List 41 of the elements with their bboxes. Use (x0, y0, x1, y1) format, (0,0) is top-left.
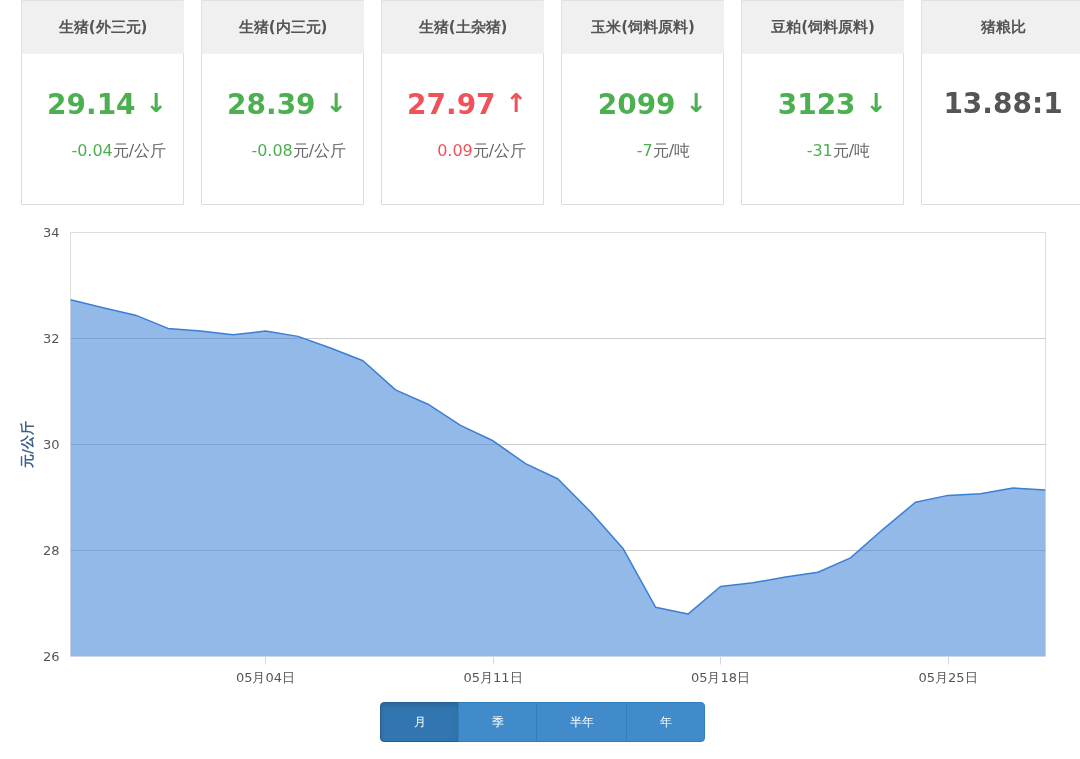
text: 2099 (597, 87, 676, 121)
y-tick-label: 28 (42, 543, 60, 558)
text: 元/吨 (652, 140, 691, 160)
y-tick-label: 26 (42, 649, 60, 664)
text: ↓ (325, 88, 348, 118)
text: -0.08 (251, 141, 293, 161)
y-tick-label: 32 (42, 331, 60, 346)
text: 生猪(外三元) (57, 18, 148, 37)
x-tick-label: 05月18日 (690, 669, 751, 685)
text: ↓ (145, 88, 168, 118)
text: 猪粮比 (979, 18, 1026, 37)
text: 3123 (777, 87, 856, 121)
text: 季 (458, 702, 537, 742)
text: ↓ (685, 88, 708, 118)
text: 元/吨 (832, 140, 871, 160)
text: 月 (380, 702, 459, 742)
text: 13.88:1 (943, 86, 1063, 120)
text: 生猪(土杂猪) (417, 18, 508, 37)
text: ↑ (505, 88, 528, 118)
x-tick-label: 05月04日 (235, 669, 296, 685)
text: 29.14 (47, 87, 136, 121)
text: -31 (806, 141, 833, 161)
text: 年 (626, 702, 705, 742)
text: 0.09 (437, 141, 473, 161)
text: 元/公斤 (292, 140, 347, 160)
text: -7 (636, 141, 653, 161)
text: 玉米(饲料原料) (590, 18, 695, 37)
text: 27.97 (407, 87, 496, 121)
x-tick-label: 05月11日 (463, 669, 523, 685)
text: 28.39 (227, 87, 316, 121)
y-tick-label: 34 (42, 225, 60, 240)
y-axis-title: 元/公斤 (18, 420, 35, 470)
text: 豆粕(饲料原料) (770, 18, 875, 37)
x-tick-label: 05月25日 (918, 669, 978, 685)
text: 生猪(内三元) (237, 18, 328, 37)
text: 元/公斤 (112, 140, 167, 160)
text: 半年 (536, 702, 627, 742)
text: 元/公斤 (472, 140, 527, 160)
text: -0.04 (71, 141, 113, 161)
text: ↓ (865, 88, 888, 118)
y-tick-label: 30 (42, 437, 60, 452)
